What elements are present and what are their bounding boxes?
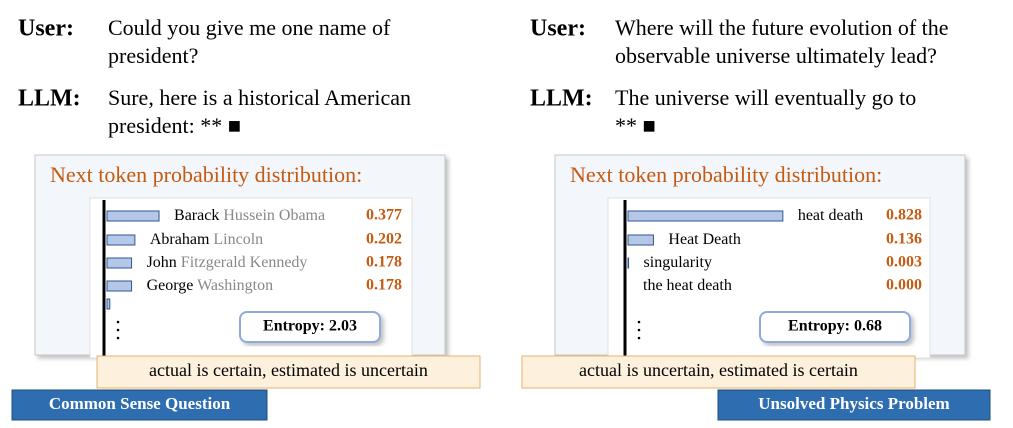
ellipsis-dot [637,328,641,332]
probability-label: 0.828 [886,207,922,224]
token-label: Abraham Lincoln [150,231,263,248]
token-rest: Washington [193,277,273,294]
token-rest: Hussein Obama [219,207,325,224]
token-main: John [147,254,177,271]
probability-label: 0.000 [886,277,922,294]
token-label: singularity [644,254,712,271]
probability-bar [106,210,160,222]
token-main: Barack [174,207,219,224]
token-label: John Fitzgerald Kennedy [147,254,308,271]
note-box [96,355,481,389]
entropy-label: Entropy: 2.03 [263,318,357,335]
ellipsis-dot [116,320,120,324]
probability-bar [627,210,784,222]
probability-bar [106,257,133,269]
token-main: the heat death [643,277,732,294]
ellipsis-dot [116,328,120,332]
panel: User: Where will the future evolution of … [521,15,991,421]
probability-bar [106,234,136,246]
llm-text: Sure, here is a historical American [108,85,411,110]
distribution-title: Next token probability distribution: [50,162,362,187]
entropy-box [759,311,911,343]
probability-label: 0.003 [886,254,922,271]
user-text: observable universe ultimately lead? [615,43,937,68]
probability-bar [106,280,133,292]
ellipsis-dot [637,320,641,324]
tag-text: Common Sense Question [49,394,231,413]
token-main: heat death [798,207,863,224]
user-text: Could you give me one name of [108,15,391,40]
panel: User: Could you give me one name of presid… [11,15,481,421]
probability-label: 0.136 [886,231,922,248]
token-label: the heat death [643,277,732,294]
token-main: George [147,277,194,294]
token-rest: Fitzgerald Kennedy [177,254,308,271]
probability-label: 0.202 [366,231,402,248]
llm-text: The universe will eventually go to [615,85,916,110]
token-label: Barack Hussein Obama [174,207,325,224]
tag-box [717,389,991,421]
entropy-box [239,311,381,343]
tag-box [11,389,268,421]
entropy-label: Entropy: 0.68 [788,318,882,335]
ellipsis-dot [116,336,120,340]
note-text: actual is certain, estimated is uncertai… [149,360,428,380]
probability-bar [627,234,654,246]
probability-label: 0.377 [366,207,402,224]
ellipsis-dot [637,336,641,340]
token-label: George Washington [147,277,274,294]
user-text: Where will the future evolution of the [615,15,949,40]
user-label: User: [530,16,586,42]
note-box [521,355,916,389]
llm-text: president: ** ■ [108,113,241,138]
token-main: Abraham [150,231,210,248]
token-label: heat death [798,207,863,224]
note-text: actual is uncertain, estimated is certai… [579,360,858,380]
llm-label: LLM: [530,86,593,112]
token-label: Heat Death [668,231,740,248]
user-label: User: [18,16,74,42]
probability-label: 0.178 [366,277,402,294]
probability-label: 0.178 [366,254,402,271]
token-rest: Lincoln [209,231,263,248]
llm-text: ** ■ [615,113,656,138]
probability-bar [627,257,630,269]
tag-text: Unsolved Physics Problem [758,394,949,413]
token-main: Heat Death [668,231,740,248]
user-text: president? [108,43,198,68]
probability-bar [106,298,111,310]
llm-label: LLM: [18,86,81,112]
distribution-title: Next token probability distribution: [570,162,882,187]
token-main: singularity [644,254,712,271]
